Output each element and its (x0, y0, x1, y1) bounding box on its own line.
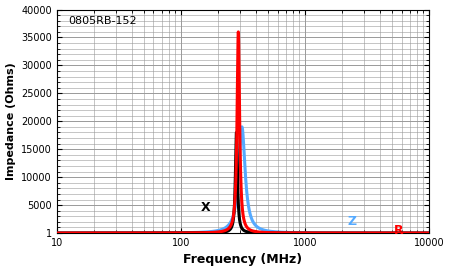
Y-axis label: Impedance (Ohms): Impedance (Ohms) (5, 62, 16, 180)
X-axis label: Frequency (MHz): Frequency (MHz) (184, 254, 302, 267)
Text: R: R (394, 224, 404, 237)
Text: X: X (201, 201, 211, 214)
Text: Z: Z (347, 215, 357, 228)
Text: 0805RB-152: 0805RB-152 (68, 16, 137, 26)
